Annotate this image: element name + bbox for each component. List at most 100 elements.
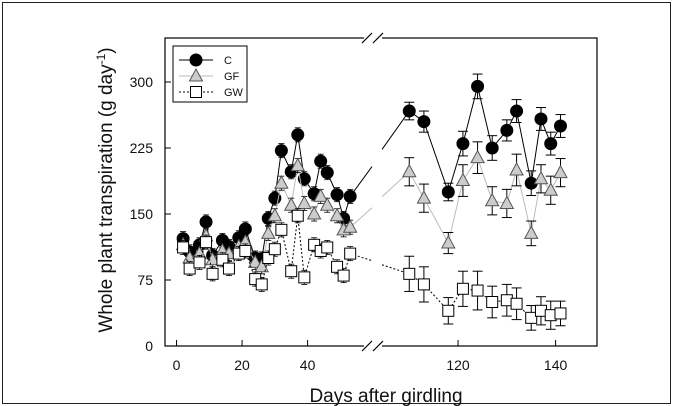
- data-point: [343, 189, 357, 203]
- data-point: [177, 241, 190, 254]
- data-point: [247, 254, 263, 268]
- data-point: [440, 234, 456, 249]
- x-tick-label: 20: [234, 357, 250, 373]
- data-point: [344, 247, 357, 260]
- x-tick-label: 140: [544, 357, 568, 373]
- data-point: [319, 197, 335, 211]
- data-point: [533, 170, 549, 185]
- data-point: [329, 207, 345, 222]
- data-point: [268, 243, 281, 256]
- data-point: [525, 311, 538, 324]
- data-point: [239, 244, 252, 257]
- y-tick-label: 300: [130, 74, 154, 90]
- data-point: [417, 115, 431, 129]
- data-point: [308, 238, 321, 251]
- y-axis-ticks: 0 75 150 225 300: [130, 74, 171, 354]
- axis-break-slash: [361, 32, 373, 44]
- data-point: [337, 269, 350, 282]
- data-point: [442, 304, 455, 317]
- data-point: [510, 297, 523, 310]
- data-point: [291, 209, 304, 222]
- data-point: [291, 128, 305, 142]
- y-tick-label: 150: [130, 206, 154, 222]
- data-point: [441, 185, 455, 199]
- y-axis-label: Whole plant transpiration (g day-1): [94, 47, 117, 332]
- legend-label: C: [224, 55, 232, 67]
- y-tick-label: 225: [130, 140, 154, 156]
- axis-break-slash: [372, 32, 384, 44]
- data-point: [183, 262, 196, 275]
- data-point: [554, 307, 567, 320]
- y-axis-label-superscript: -1: [94, 53, 108, 64]
- data-point: [500, 123, 514, 137]
- data-point: [320, 166, 334, 180]
- legend-marker: [188, 67, 204, 82]
- data-point: [416, 190, 432, 204]
- data-point: [260, 225, 276, 239]
- data-point: [534, 112, 548, 126]
- y-tick-label: 0: [145, 338, 153, 354]
- data-point: [206, 267, 219, 280]
- data-point: [298, 271, 311, 284]
- data-point: [470, 149, 485, 164]
- series-break-connector: [381, 264, 410, 275]
- data-point: [262, 252, 275, 264]
- data-point: [238, 222, 252, 236]
- data-point: [499, 195, 515, 209]
- data-point: [290, 157, 306, 172]
- axis-break-marks: [361, 32, 384, 352]
- data-point: [275, 223, 288, 236]
- data-point: [486, 296, 499, 308]
- data-point: [267, 207, 283, 222]
- data-point: [543, 182, 559, 196]
- data-point: [402, 104, 416, 118]
- axis-break-gap: [364, 342, 382, 350]
- data-point: [216, 253, 229, 266]
- x-tick-label: 40: [300, 357, 316, 373]
- data-point: [544, 137, 558, 151]
- data-point: [283, 197, 299, 211]
- data-point: [401, 163, 417, 178]
- legend-label: GW: [224, 87, 244, 99]
- data-point: [285, 265, 298, 278]
- data-point: [553, 119, 567, 133]
- data-point: [199, 215, 213, 229]
- data-point: [314, 154, 328, 168]
- data-point: [523, 225, 539, 239]
- series-line-segment2: [408, 156, 561, 245]
- x-axis-ticks: 0 20 40 120 140: [173, 340, 568, 373]
- series-line-segment2: [408, 86, 561, 194]
- data-point: [403, 267, 416, 280]
- data-series: [175, 73, 568, 331]
- data-point: [330, 188, 344, 202]
- x-tick-label: 120: [446, 357, 470, 373]
- data-point: [471, 79, 485, 93]
- data-point: [417, 278, 430, 291]
- data-point: [274, 144, 288, 158]
- legend-label: GF: [224, 71, 240, 83]
- data-point: [509, 161, 524, 176]
- data-point: [456, 282, 469, 295]
- series-C: [176, 73, 567, 267]
- data-point: [321, 241, 334, 254]
- legend-box: [172, 45, 248, 103]
- data-point: [313, 188, 329, 202]
- legend-marker: [190, 86, 202, 98]
- series-break-connector: [381, 110, 410, 150]
- x-axis-label: Days after girdling: [309, 386, 462, 406]
- x-tick-label: 0: [173, 357, 181, 373]
- data-point: [222, 262, 235, 275]
- data-point: [455, 172, 471, 187]
- series-break-connector: [349, 207, 373, 228]
- data-point: [484, 192, 500, 207]
- data-point: [485, 141, 499, 155]
- data-point: [296, 195, 312, 209]
- data-point: [200, 236, 213, 249]
- y-tick-label: 75: [137, 272, 153, 288]
- data-point: [553, 164, 568, 179]
- legend: C GF GW: [172, 45, 248, 103]
- data-point: [456, 137, 470, 151]
- data-point: [471, 284, 484, 297]
- data-point: [297, 172, 311, 186]
